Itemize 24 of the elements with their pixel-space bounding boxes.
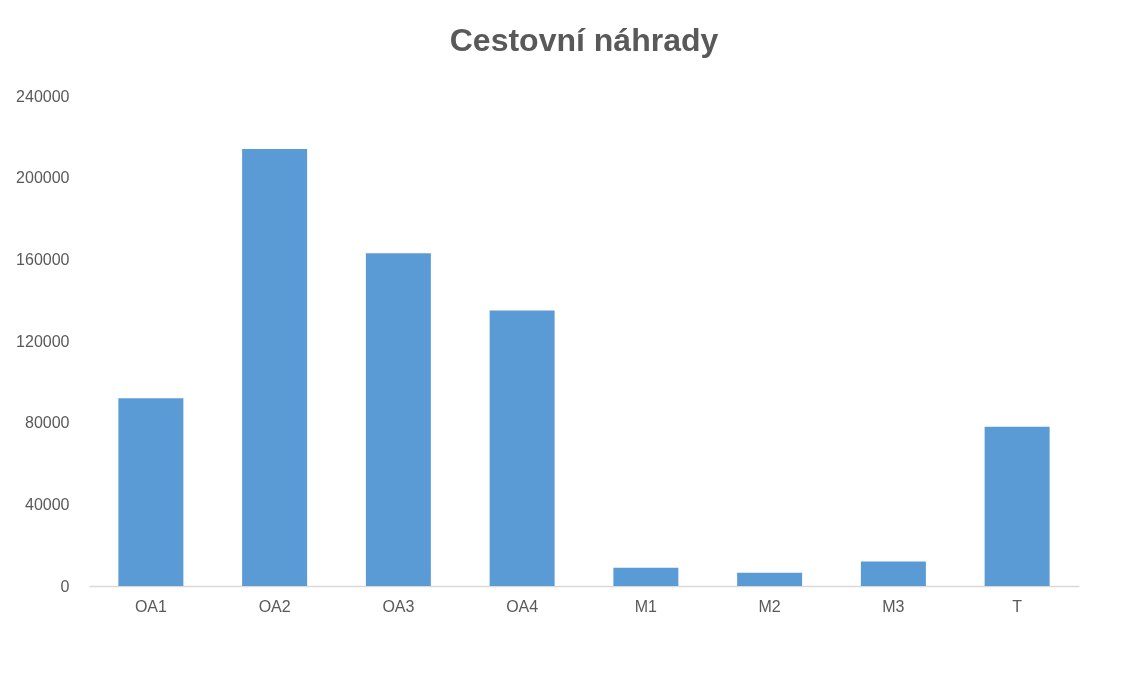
y-tick-label: 240000 [16,87,70,105]
x-tick-label: M1 [634,597,658,615]
x-tick-label: OA4 [506,597,539,615]
y-tick-label: 80000 [25,414,70,432]
bar [118,398,184,586]
bar [860,561,926,586]
x-tick-label: OA2 [258,597,291,615]
y-tick-label: 160000 [16,250,70,268]
x-tick-label: M2 [758,597,781,615]
x-tick-label: T [1012,597,1023,615]
x-tick-label: OA3 [382,597,415,615]
y-tick-label: 200000 [16,169,70,187]
y-tick-label: 40000 [25,495,70,513]
bar [613,567,679,586]
bar [737,572,803,586]
bar [984,426,1050,586]
bar [242,149,308,586]
bar [489,310,555,586]
x-tick-label: M3 [882,597,905,615]
chart-title: Cestovní náhrady [449,22,719,58]
y-tick-label: 120000 [16,332,70,350]
x-tick-label: OA1 [134,597,167,615]
y-tick-label: 0 [60,577,70,595]
bar [365,253,431,586]
